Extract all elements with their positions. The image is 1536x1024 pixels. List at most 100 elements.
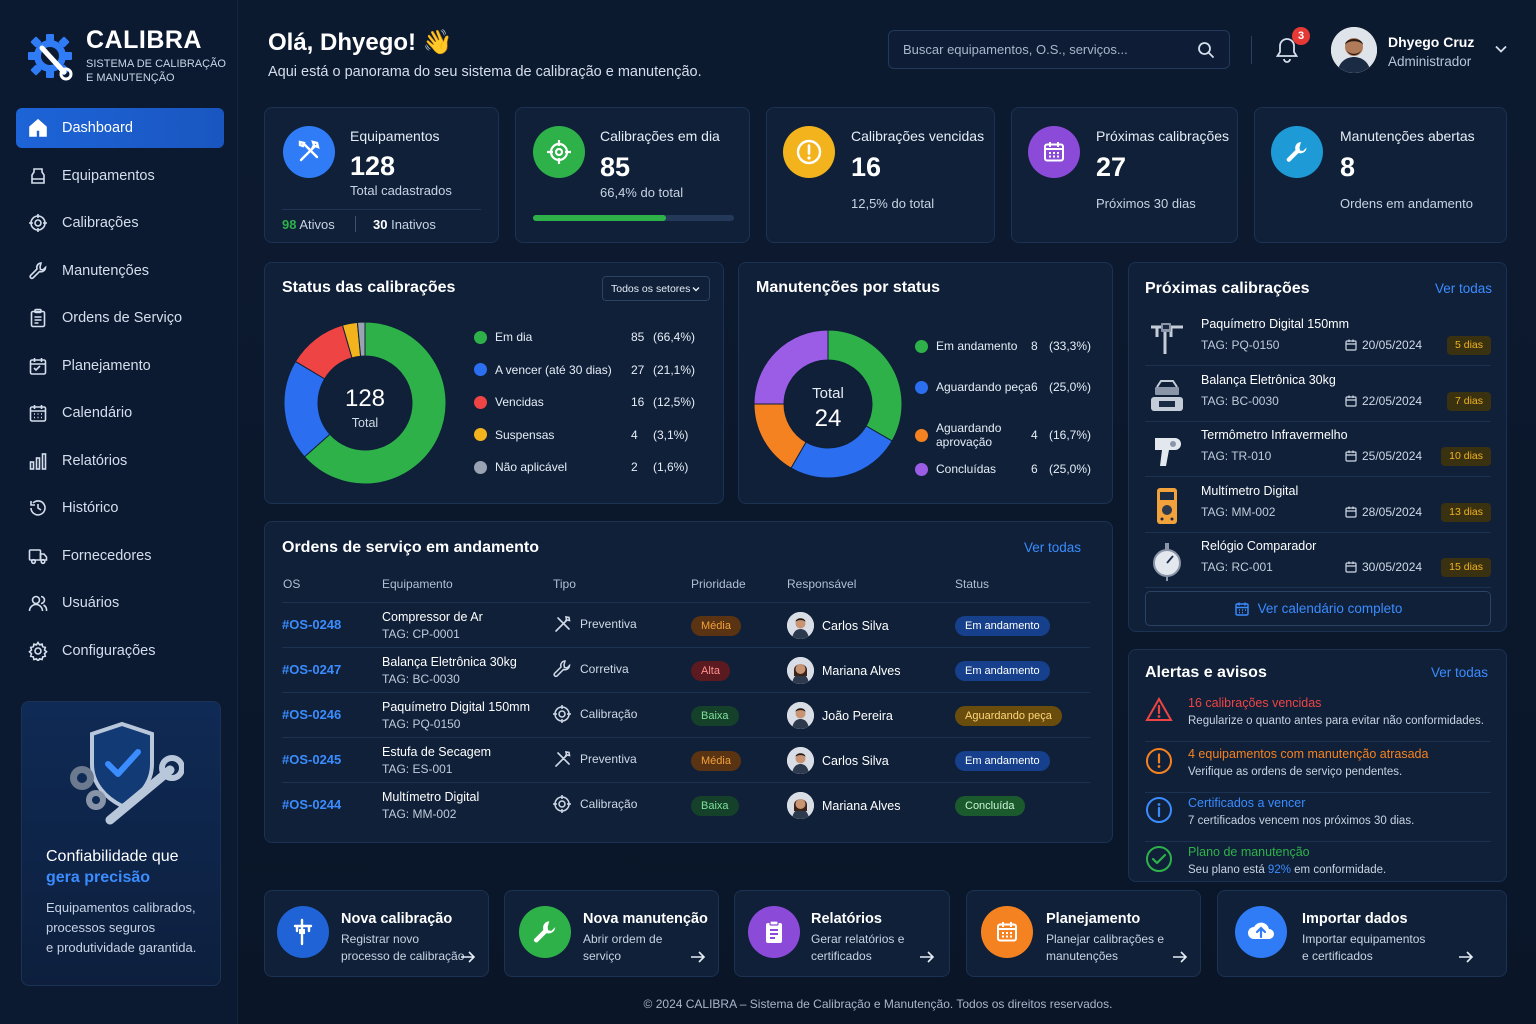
sidebar-item-planejamento[interactable]: Planejamento [16,346,224,386]
list-item[interactable]: Termômetro Infravermelho TAG: TR-010 25/05… [1145,422,1491,477]
os-id-link[interactable]: #OS-0248 [282,617,342,632]
os-id-link[interactable]: #OS-0246 [282,707,342,722]
sector-filter-dropdown[interactable]: Todos os setores [602,276,710,301]
user-avatar[interactable] [1331,27,1377,73]
equipment-name: Paquímetro Digital 150mm [382,700,530,714]
sidebar-item-configuracoes[interactable]: Configurações [16,631,224,671]
search-input[interactable]: Buscar equipamentos, O.S., serviços... [888,30,1230,69]
kpi-title: Equipamentos [350,128,440,144]
exclamation-circle-icon [796,139,822,165]
calendar-full-button[interactable]: Ver calendário completo [1145,591,1491,626]
table-row[interactable]: #OS-0248 Compressor de Ar TAG: CP-0001 Prev… [282,602,1090,647]
os-id-link[interactable]: #OS-0247 [282,662,342,677]
os-id-link[interactable]: #OS-0245 [282,752,342,767]
alert-item[interactable]: 4 equipamentos com manutenção atrasada V… [1145,743,1491,793]
status-badge: Concluída [955,796,1025,816]
legend-count: 27 [631,362,645,377]
table-row[interactable]: #OS-0245 Estufa de Secagem TAG: ES-001 Prev… [282,737,1090,782]
kpi-value: 85 [600,152,631,182]
due-date: 20/05/2024 [1345,338,1422,352]
equipment-tag: TAG: PQ-0150 [1201,338,1280,352]
os-type-label: Calibração [580,707,638,721]
legend-dot [915,428,928,442]
priority-badge: Média [691,751,741,771]
logo-gear-wrench-icon [28,33,73,80]
sidebar-item-dashboard[interactable]: Dashboard [16,108,224,148]
brand[interactable]: CALIBRA SISTEMA DE CALIBRAÇÃO E MANUTENÇ… [28,26,226,85]
sidebar-item-label: Usuários [62,595,120,611]
equipment-name: Multímetro Digital [382,790,480,804]
list-item[interactable]: Balança Eletrônica 30kg TAG: BC-0030 22/05… [1145,367,1491,422]
quick-action-importar-dados[interactable]: Importar dados Importar equipamentos e ce… [1217,890,1507,977]
due-date-value: 30/05/2024 [1362,560,1423,574]
sidebar-item-historico[interactable]: Histórico [16,488,224,528]
donut-total-label: Total [812,385,844,402]
caliper-icon [1151,323,1183,354]
legend-label: Não aplicável [495,460,568,474]
shield-tools-illustration [70,721,184,825]
user-name[interactable]: Dhyego Cruz [1388,34,1475,50]
equipment-name: Compressor de Ar [382,610,483,624]
list-item[interactable]: Multímetro Digital TAG: MM-002 28/05/2024 1… [1145,478,1491,533]
orders-view-all-link[interactable]: Ver todas [1024,540,1082,555]
alert-item[interactable]: 16 calibrações vencidas Regularize o qua… [1145,692,1491,742]
table-row[interactable]: #OS-0247 Balança Eletrônica 30kg TAG: BC-0… [282,647,1090,692]
search-icon[interactable] [1197,41,1215,59]
sidebar-item-calibracoes[interactable]: Calibrações [16,203,224,243]
qa-desc-line1: Abrir ordem de [583,932,663,946]
bell-icon[interactable] [1274,36,1300,64]
qa-title: Importar dados [1302,911,1408,927]
table-row[interactable]: #OS-0246 Paquímetro Digital 150mm TAG: PQ-… [282,692,1090,737]
target-icon [547,140,571,164]
list-item[interactable]: Paquímetro Digital 150mm TAG: PQ-0150 20/0… [1145,311,1491,366]
os-type: Calibração [552,794,637,814]
kpi-card-calibracoes-em-dia[interactable]: Calibrações em dia 85 66,4% do total [515,107,750,243]
promo-title-line2: gera precisão [46,869,151,886]
sidebar-item-label: Calendário [62,405,133,421]
donut-slice-0 [827,329,903,442]
kpi-card-manutencoes-abertas[interactable]: Manutenções abertas 8 Ordens em andament… [1254,107,1507,243]
quick-action-relatorios[interactable]: Relatórios Gerar relatórios e certificado… [734,890,950,977]
sidebar-item-equipamentos[interactable]: Equipamentos [16,156,224,196]
sidebar-item-manutencoes[interactable]: Manutenções [16,251,224,291]
sidebar-item-ordens-de-servico[interactable]: Ordens de Serviço [16,298,224,338]
chevron-down-icon[interactable] [1494,42,1508,56]
qa-icon [277,906,329,958]
inativos-count: 30 [373,217,388,232]
alert-title: Plano de manutenção [1188,845,1310,859]
sidebar-item-usuarios[interactable]: Usuários [16,583,224,623]
sidebar-item-relatorios[interactable]: Relatórios [16,441,224,481]
quick-action-nova-calibracao[interactable]: Nova calibração Registrar novo processo d… [264,890,489,977]
priority-badge: Baixa [691,796,739,816]
responsible: Mariana Alves [787,657,901,684]
os-id-link[interactable]: #OS-0244 [282,797,342,812]
alert-item[interactable]: Certificados a vencer 7 certificados ven… [1145,792,1491,842]
table-row[interactable]: #OS-0244 Multímetro Digital TAG: MM-002 Cal… [282,782,1090,827]
due-date-value: 20/05/2024 [1362,338,1423,352]
arrow-right-icon [691,951,706,963]
kpi-card-calibracoes-vencidas[interactable]: Calibrações vencidas 16 12,5% do total [766,107,995,243]
qa-desc-line1: Registrar novo [341,932,420,946]
kpi-card-proximas-calibracoes[interactable]: Próximas calibrações 27 Próximos 30 dias [1011,107,1238,243]
legend-label: Aguardando peça [936,380,1031,394]
sidebar-item-fornecedores[interactable]: Fornecedores [16,536,224,576]
days-badge: 15 dias [1441,558,1491,577]
equipment-name: Balança Eletrônica 30kg [382,655,517,669]
section-title: Próximas calibrações [1145,280,1310,297]
kpi-value: 8 [1340,152,1356,182]
kpi-card-equipamentos[interactable]: Equipamentos 128 Total cadastrados 98 At… [264,107,499,243]
proximas-view-all-link[interactable]: Ver todas [1435,281,1493,296]
sidebar-item-calendario[interactable]: Calendário [16,393,224,433]
donut-total-value: 24 [814,405,842,432]
legend-label: Em dia [495,330,533,344]
legend-count: 6 [1031,380,1038,394]
list-item[interactable]: Relógio Comparador TAG: RC-001 30/05/2024 1… [1145,533,1491,588]
chevron-down-icon [692,286,700,291]
quick-action-planejamento[interactable]: Planejamento Planejar calibrações e manut… [966,890,1201,977]
legend-pct: (1,6%) [653,460,689,474]
promo-text-line3: e produtividade garantida. [46,940,197,955]
equipment-name: Estufa de Secagem [382,745,492,759]
alerts-view-all-link[interactable]: Ver todas [1431,665,1489,680]
quick-action-nova-manutencao[interactable]: Nova manutenção Abrir ordem de serviço [504,890,719,977]
alert-item[interactable]: Plano de manutenção Seu plano está 92% e… [1145,841,1491,891]
